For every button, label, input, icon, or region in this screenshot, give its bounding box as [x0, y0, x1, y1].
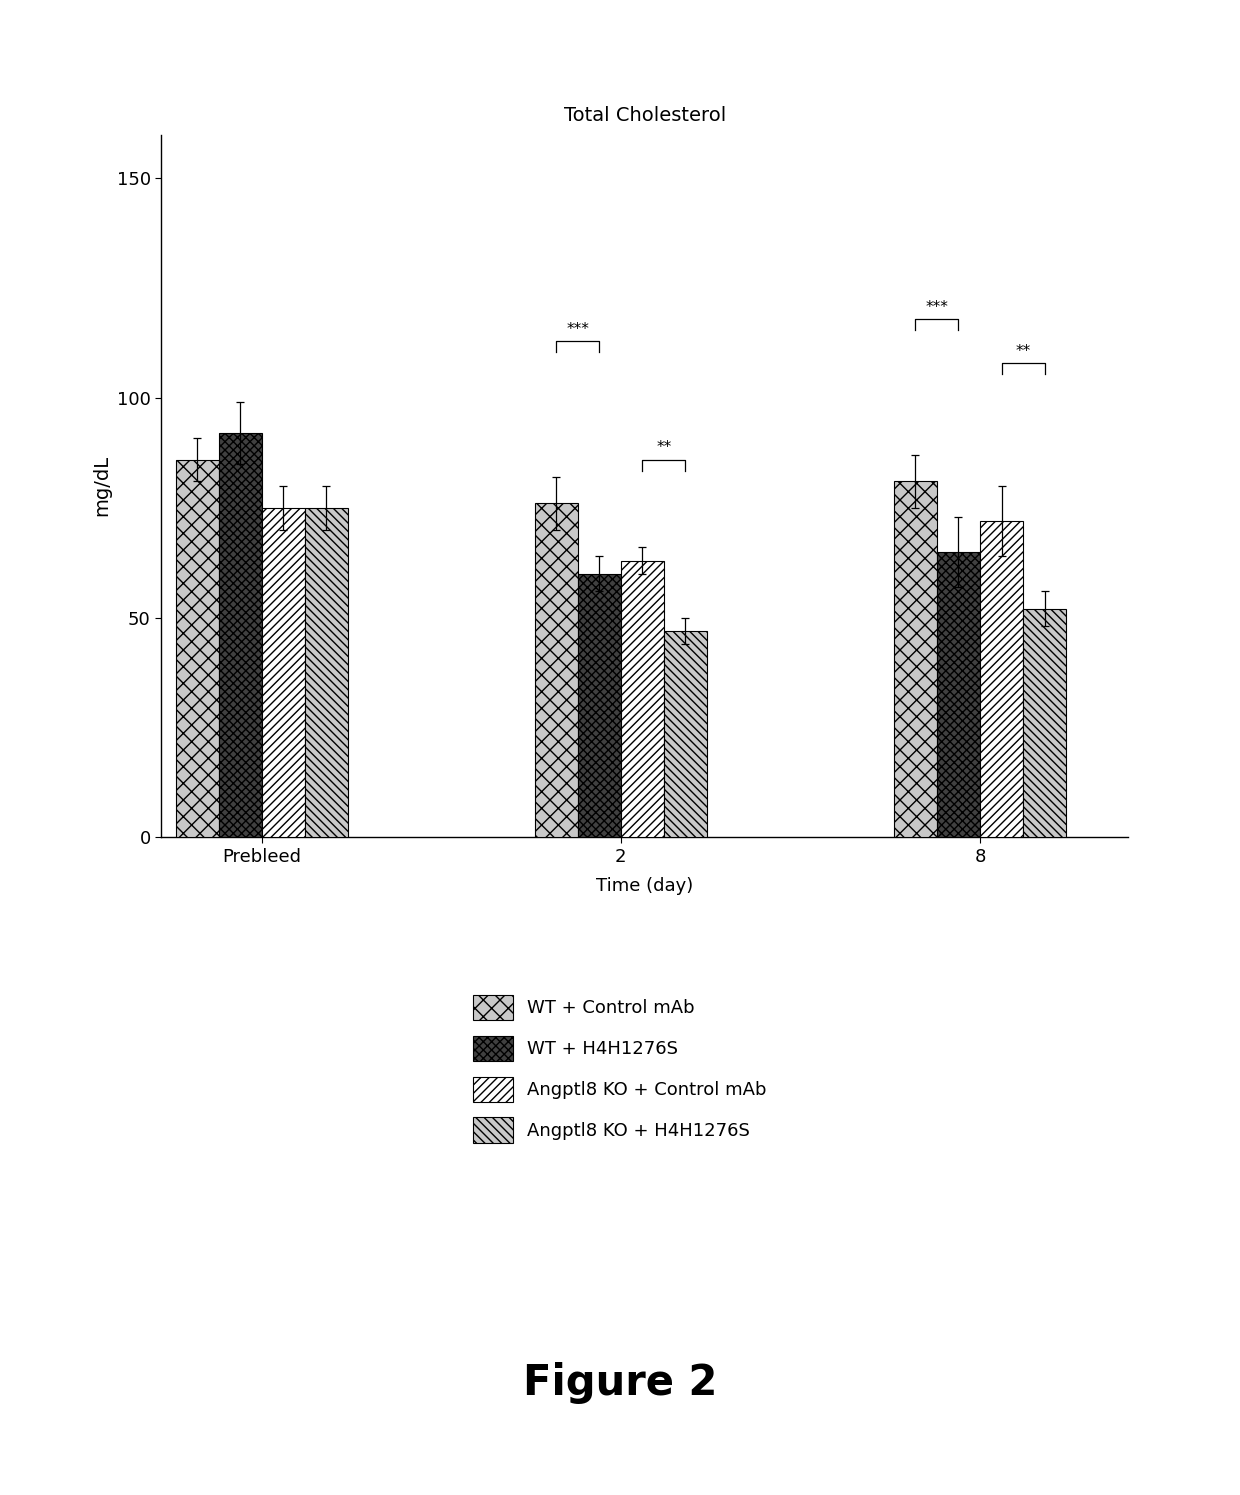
Y-axis label: mg/dL: mg/dL [92, 456, 112, 516]
Bar [578, 574, 621, 837]
Bar [980, 522, 1023, 837]
Bar [1023, 608, 1066, 837]
Bar [305, 508, 348, 837]
Bar [663, 631, 707, 837]
Legend: WT + Control mAb, WT + H4H1276S, Angptl8 KO + Control mAb, Angptl8 KO + H4H1276S: WT + Control mAb, WT + H4H1276S, Angptl8… [466, 988, 774, 1150]
Bar [176, 459, 218, 837]
Text: **: ** [656, 440, 672, 454]
X-axis label: Time (day): Time (day) [596, 876, 693, 894]
Bar [534, 504, 578, 837]
Bar [262, 508, 305, 837]
Bar [894, 481, 937, 837]
Text: ***: *** [925, 299, 949, 314]
Title: Total Cholesterol: Total Cholesterol [564, 106, 725, 124]
Text: ***: *** [567, 321, 589, 336]
Text: Figure 2: Figure 2 [523, 1362, 717, 1404]
Bar [621, 561, 663, 837]
Bar [937, 552, 980, 837]
Text: **: ** [1016, 344, 1030, 359]
Bar [218, 434, 262, 837]
